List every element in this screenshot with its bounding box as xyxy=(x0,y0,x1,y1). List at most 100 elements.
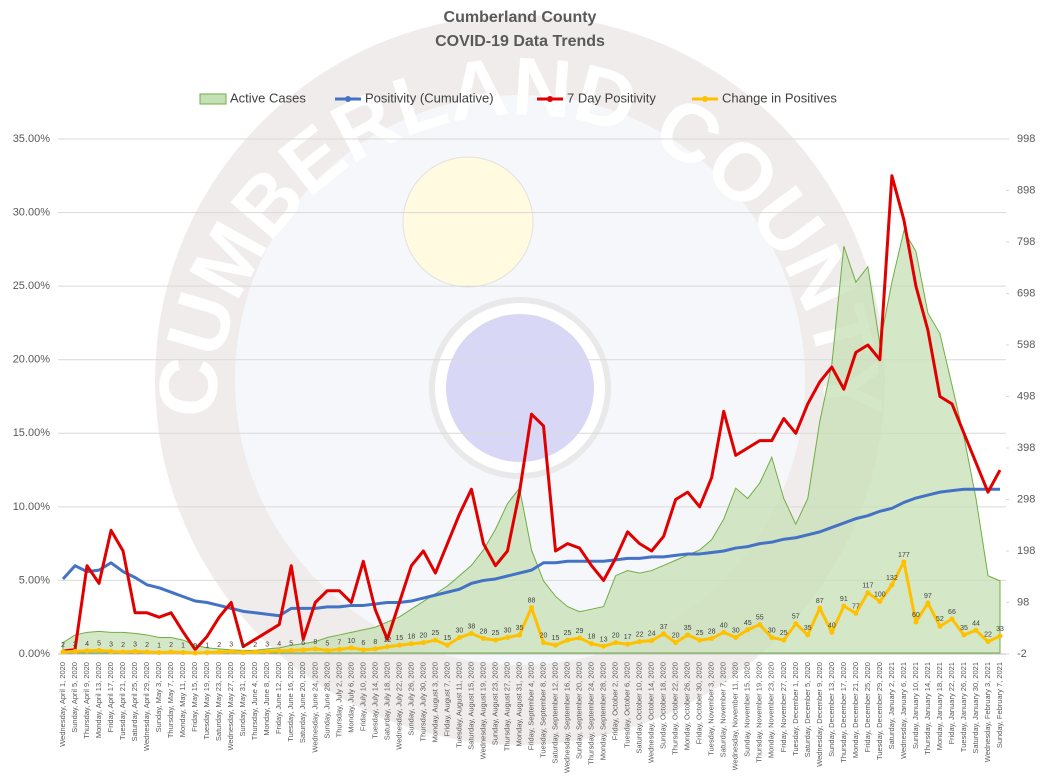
data-label: 12 xyxy=(383,637,391,644)
data-label: 45 xyxy=(744,620,752,627)
x-tick-label: Monday, October 26, 2020 xyxy=(683,662,692,750)
legend-label: 7 Day Positivity xyxy=(567,90,656,105)
data-label: 20 xyxy=(419,633,427,640)
legend-swatch xyxy=(199,93,227,105)
logo-sun xyxy=(402,156,534,288)
x-tick-label: Monday, November 23, 2020 xyxy=(767,662,776,758)
data-label: 13 xyxy=(600,636,608,643)
x-tick-label: Saturday, November 7, 2020 xyxy=(719,662,728,757)
y-tick-label: 5.00% xyxy=(19,574,50,586)
chart-subtitle: COVID-19 Data Trends xyxy=(435,33,605,50)
point xyxy=(372,646,378,652)
y2-tick-label: 298 xyxy=(1017,493,1035,505)
point xyxy=(312,646,318,652)
data-label: 20 xyxy=(540,633,548,640)
point xyxy=(240,649,246,655)
data-label: 33 xyxy=(996,626,1004,633)
data-label: 3 xyxy=(265,641,269,648)
y2-tick-label: -2 xyxy=(1017,648,1027,660)
point xyxy=(865,590,871,596)
point xyxy=(541,640,547,646)
data-label: 10 xyxy=(347,638,355,645)
point xyxy=(601,643,607,649)
data-label: 6 xyxy=(361,640,365,647)
point xyxy=(324,647,330,653)
data-label: 3 xyxy=(109,641,113,648)
y2-tick-label: 198 xyxy=(1017,545,1035,557)
x-tick-label: Wednesday, September 16, 2020 xyxy=(563,662,572,773)
x-tick-label: Wednesday, April 29, 2020 xyxy=(142,662,151,751)
data-label: 55 xyxy=(756,615,764,622)
point xyxy=(216,649,222,655)
data-label: 30 xyxy=(504,628,512,635)
point xyxy=(228,648,234,654)
data-label: 1 xyxy=(181,642,185,649)
x-tick-label: Friday, April 17, 2020 xyxy=(106,662,115,732)
point xyxy=(577,635,583,641)
data-label: 2 xyxy=(145,642,149,649)
data-label: 28 xyxy=(480,629,488,636)
x-tick-label: Thursday, January 14, 2021 xyxy=(923,662,932,755)
point xyxy=(480,636,486,642)
point xyxy=(553,642,559,648)
y2-tick-label: 398 xyxy=(1017,442,1035,454)
legend-marker xyxy=(345,96,351,102)
x-tick-label: Saturday, January 2, 2021 xyxy=(887,662,896,749)
x-tick-label: Wednesday, May 27, 2020 xyxy=(226,662,235,751)
legend-marker xyxy=(547,96,553,102)
plot-area: 2 3 4 5 3 2 3 2 1 2 1 0 1 2 3 1 2 3 4 5 6 8 5 7 10 6 8 12 15 18 20 2515… xyxy=(60,174,1004,656)
x-tick-label: Wednesday, November 11, 2020 xyxy=(731,662,740,770)
point xyxy=(805,632,811,638)
data-label: 2 xyxy=(253,642,257,649)
x-tick-label: Sunday, September 20, 2020 xyxy=(575,662,584,759)
x-tick-label: Tuesday, June 16, 2020 xyxy=(286,662,295,742)
data-label: 6 xyxy=(301,640,305,647)
y-tick-label: 30.00% xyxy=(13,206,51,218)
x-tick-label: Tuesday, October 6, 2020 xyxy=(623,662,632,748)
x-tick-label: Tuesday, September 8, 2020 xyxy=(538,662,547,758)
x-tick-label: Sunday, August 23, 2020 xyxy=(490,662,499,745)
point xyxy=(396,642,402,648)
x-tick-label: Friday, May 15, 2020 xyxy=(190,662,199,732)
x-tick-label: Sunday, January 10, 2021 xyxy=(911,662,920,749)
x-tick-label: Friday, January 22, 2021 xyxy=(947,662,956,744)
data-label: 25 xyxy=(492,630,500,637)
x-tick-label: Thursday, July 30, 2020 xyxy=(418,662,427,742)
point xyxy=(492,637,498,643)
x-tick-label: Thursday, September 24, 2020 xyxy=(587,662,596,765)
data-label: 24 xyxy=(648,631,656,638)
data-label: 18 xyxy=(588,634,596,641)
point xyxy=(516,632,522,638)
point xyxy=(709,636,715,642)
x-tick-label: Tuesday, May 19, 2020 xyxy=(202,662,211,740)
point xyxy=(192,650,198,656)
point xyxy=(841,603,847,609)
data-label: 15 xyxy=(552,635,560,642)
data-label: 3 xyxy=(229,641,233,648)
x-tick-label: Wednesday, February 3, 2021 xyxy=(983,662,992,762)
point xyxy=(144,649,150,655)
point xyxy=(276,648,282,654)
data-label: 38 xyxy=(468,623,476,630)
data-label: 66 xyxy=(948,609,956,616)
x-tick-label: Sunday, May 3, 2020 xyxy=(154,662,163,732)
area xyxy=(62,229,1001,654)
data-label: 132 xyxy=(886,575,898,582)
point xyxy=(817,605,823,611)
data-label: 2 xyxy=(169,642,173,649)
point xyxy=(697,637,703,643)
point xyxy=(108,648,114,654)
data-label: 35 xyxy=(684,625,692,632)
x-tick-label: Monday, January 18, 2021 xyxy=(935,662,944,750)
x-tick-label: Sunday, December 13, 2020 xyxy=(827,662,836,757)
point xyxy=(132,648,138,654)
y2-tick-label: 798 xyxy=(1017,236,1035,248)
y2-tick-label: 898 xyxy=(1017,184,1035,196)
point xyxy=(793,621,799,627)
x-tick-label: Tuesday, December 1, 2020 xyxy=(791,662,800,756)
data-label: 15 xyxy=(444,635,452,642)
y-tick-label: 25.00% xyxy=(13,280,51,292)
x-tick-label: Saturday, May 23, 2020 xyxy=(214,662,223,741)
x-tick-label: Monday, May 11, 2020 xyxy=(178,662,187,737)
